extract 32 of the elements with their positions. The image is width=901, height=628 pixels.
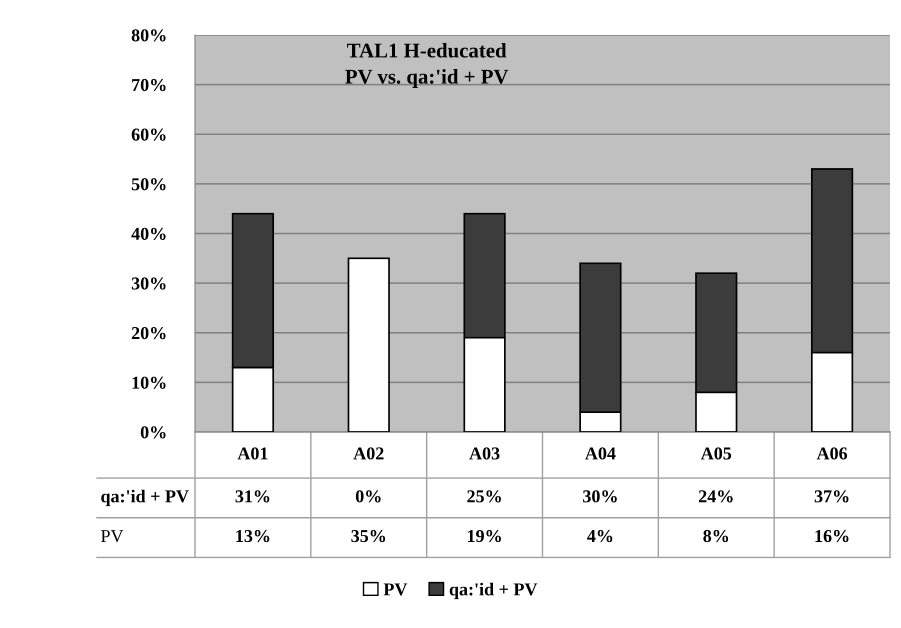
data-label: 24% — [698, 490, 733, 502]
y-tick-label: 50% — [132, 178, 166, 190]
data-label: 37% — [814, 490, 848, 502]
data-label: 16% — [815, 530, 848, 542]
y-tick-label: 10% — [132, 376, 166, 389]
y-tick-label: 70% — [132, 78, 166, 92]
data-label: 31% — [236, 490, 270, 502]
legend-label: PV — [384, 583, 408, 596]
text: PV — [101, 530, 124, 542]
data-label: 13% — [236, 530, 270, 542]
y-tick-label: 60% — [132, 128, 166, 141]
legend-label: qa:'id + PV — [450, 582, 538, 600]
data-label: 0% — [356, 490, 381, 502]
data-label: 19% — [468, 530, 501, 542]
data-label: 35% — [351, 530, 386, 542]
data-label: 8% — [703, 530, 728, 542]
x-tick-label: A06 — [816, 447, 848, 460]
x-tick-label: A05 — [700, 447, 732, 460]
x-tick-label: A01 — [238, 447, 268, 460]
x-tick-label: A03 — [469, 447, 500, 460]
data-label: 30% — [583, 490, 617, 502]
y-tick-label: 80% — [132, 29, 166, 42]
x-tick-label: A04 — [585, 447, 616, 460]
text: qa:'id + PV — [101, 490, 189, 506]
x-tick-label: A02 — [353, 447, 384, 460]
y-tick-label: 30% — [132, 277, 166, 290]
y-tick-label: 20% — [132, 327, 166, 340]
text: TAL1 H-educated PV vs. qa:'id + PV — [345, 42, 508, 88]
data-label: 4% — [587, 530, 612, 542]
y-tick-label: 0% — [140, 426, 166, 438]
data-label: 25% — [467, 490, 501, 502]
y-tick-label: 40% — [131, 228, 166, 240]
